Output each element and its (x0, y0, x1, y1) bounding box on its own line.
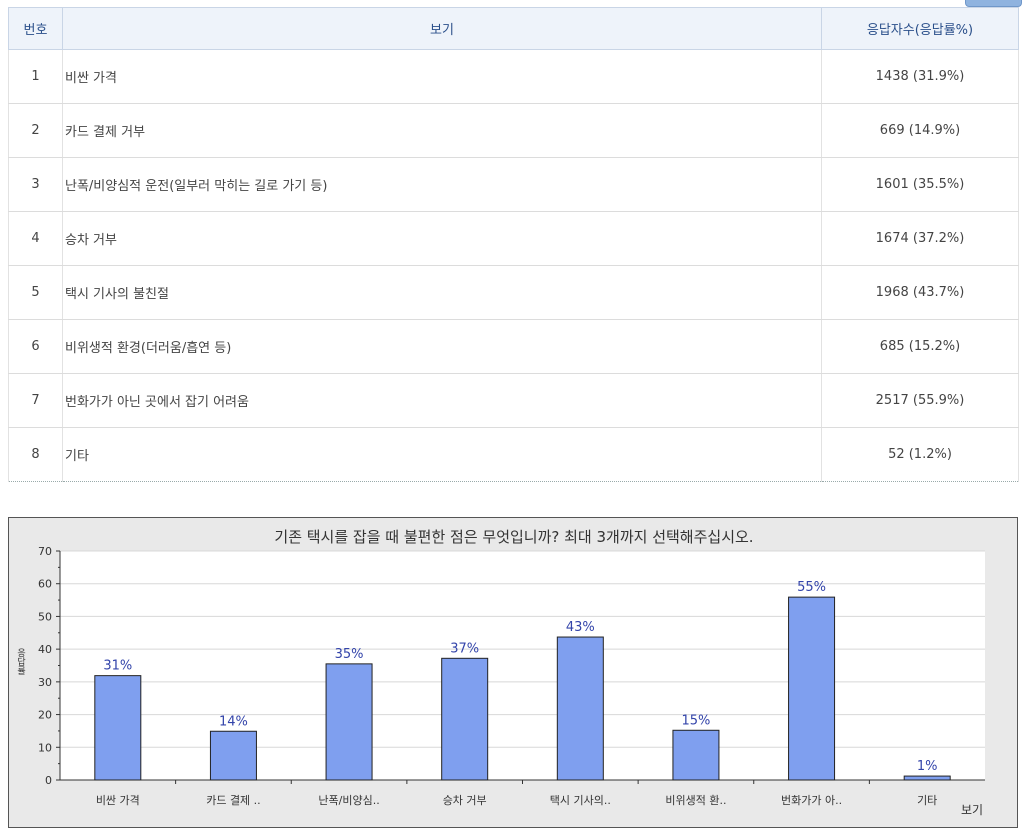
row-number: 4 (8, 211, 63, 266)
row-number: 8 (8, 427, 63, 482)
plot-area (60, 551, 985, 780)
bar (209, 730, 257, 781)
bar (441, 657, 489, 781)
bar-data-label: 14% (219, 714, 248, 729)
row-result: 1968 (43.7%) (821, 265, 1019, 320)
bar-data-label: 15% (681, 713, 710, 728)
x-tick-label: 승차 거부 (443, 794, 487, 807)
row-option: 승차 거부 (62, 211, 822, 266)
x-tick-label: 비싼 가격 (96, 794, 140, 807)
row-number: 7 (8, 373, 63, 428)
y-tick-label: 60 (38, 578, 52, 591)
row-option: 비위생적 환경(더러움/흡연 등) (62, 319, 822, 374)
y-tick-label: 0 (45, 774, 52, 787)
y-tick-label: 10 (38, 741, 52, 754)
table-row: 6 비위생적 환경(더러움/흡연 등) 685 (15.2%) (8, 319, 1019, 374)
y-axis-label: 응답률 (15, 648, 25, 675)
row-result: 1601 (35.5%) (821, 157, 1019, 212)
chart-panel: 기존 택시를 잡을 때 불편한 점은 무엇입니까? 최대 3개까지 선택해주십시… (8, 517, 1018, 828)
y-tick-label: 30 (38, 676, 52, 689)
table-row: 5 택시 기사의 불친절 1968 (43.7%) (8, 265, 1019, 320)
bar-data-label: 1% (917, 759, 938, 774)
top-tab-button[interactable] (965, 0, 1022, 7)
bar (94, 675, 142, 781)
x-tick-label: 카드 결제 .. (206, 794, 260, 807)
y-tick-label: 40 (38, 643, 52, 656)
bar (325, 663, 373, 781)
x-tick-label: 난폭/비양심.. (318, 794, 379, 807)
table-row: 2 카드 결제 거부 669 (14.9%) (8, 103, 1019, 158)
row-result: 685 (15.2%) (821, 319, 1019, 374)
row-option: 택시 기사의 불친절 (62, 265, 822, 320)
y-tick-label: 20 (38, 709, 52, 722)
y-tick-label: 50 (38, 610, 52, 623)
row-option: 번화가가 아닌 곳에서 잡기 어려움 (62, 373, 822, 428)
row-option: 비싼 가격 (62, 49, 822, 104)
bar-data-label: 55% (797, 580, 826, 595)
x-tick-label: 기타 (917, 794, 937, 807)
row-option: 기타 (62, 427, 822, 482)
bar (556, 636, 604, 781)
row-number: 5 (8, 265, 63, 320)
header-number: 번호 (8, 7, 63, 50)
x-tick-label: 번화가가 아.. (781, 794, 842, 807)
table-row: 3 난폭/비양심적 운전(일부러 막히는 길로 가기 등) 1601 (35.5… (8, 157, 1019, 212)
row-result: 52 (1.2%) (821, 427, 1019, 482)
row-number: 6 (8, 319, 63, 374)
x-axis-label: 보기 (961, 803, 984, 817)
table-row: 1 비싼 가격 1438 (31.9%) (8, 49, 1019, 104)
results-table: 번호 보기 응답자수(응답률%) 1 비싼 가격 1438 (31.9%) 2 … (8, 7, 1019, 482)
header-result: 응답자수(응답률%) (821, 7, 1019, 50)
x-tick-label: 택시 기사의.. (550, 794, 611, 807)
header-option: 보기 (62, 7, 822, 50)
table-row: 8 기타 52 (1.2%) (8, 427, 1019, 482)
row-option: 난폭/비양심적 운전(일부러 막히는 길로 가기 등) (62, 157, 822, 212)
table-header-row: 번호 보기 응답자수(응답률%) (8, 7, 1019, 50)
y-tick-label: 70 (38, 545, 52, 558)
row-number: 3 (8, 157, 63, 212)
table-row: 7 번화가가 아닌 곳에서 잡기 어려움 2517 (55.9%) (8, 373, 1019, 428)
row-result: 2517 (55.9%) (821, 373, 1019, 428)
row-result: 669 (14.9%) (821, 103, 1019, 158)
bar (903, 775, 951, 781)
bar-chart: 0 10 20 30 40 50 60 70 31% 비싼 가격 14% 카드 결제 .. 35% 난폭/… (38, 545, 985, 807)
row-result: 1674 (37.2%) (821, 211, 1019, 266)
bar-data-label: 31% (103, 659, 132, 674)
row-option: 카드 결제 거부 (62, 103, 822, 158)
chart-title: 기존 택시를 잡을 때 불편한 점은 무엇입니까? 최대 3개까지 선택해주십시… (274, 528, 754, 546)
row-result: 1438 (31.9%) (821, 49, 1019, 104)
x-tick-label: 비위생적 환.. (665, 794, 726, 807)
row-number: 1 (8, 49, 63, 104)
row-number: 2 (8, 103, 63, 158)
bar-data-label: 35% (335, 647, 364, 662)
bar (672, 729, 720, 781)
bar-data-label: 43% (566, 620, 595, 635)
bar-data-label: 37% (450, 641, 479, 656)
bar (788, 596, 836, 781)
table-row: 4 승차 거부 1674 (37.2%) (8, 211, 1019, 266)
